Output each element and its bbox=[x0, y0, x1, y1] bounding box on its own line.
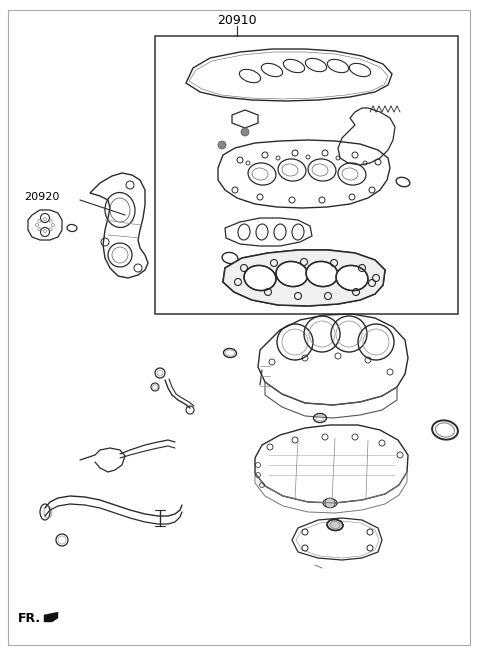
Circle shape bbox=[241, 128, 249, 136]
Ellipse shape bbox=[276, 262, 308, 287]
Ellipse shape bbox=[306, 262, 338, 287]
Text: FR.: FR. bbox=[18, 611, 41, 625]
Ellipse shape bbox=[336, 266, 368, 291]
Bar bbox=[155, 36, 458, 314]
Ellipse shape bbox=[327, 520, 343, 531]
Polygon shape bbox=[223, 250, 385, 306]
Ellipse shape bbox=[244, 266, 276, 291]
Circle shape bbox=[325, 498, 335, 508]
Circle shape bbox=[218, 141, 226, 149]
Text: 20920: 20920 bbox=[24, 192, 60, 202]
Polygon shape bbox=[44, 612, 58, 622]
Text: 20910: 20910 bbox=[217, 14, 257, 26]
